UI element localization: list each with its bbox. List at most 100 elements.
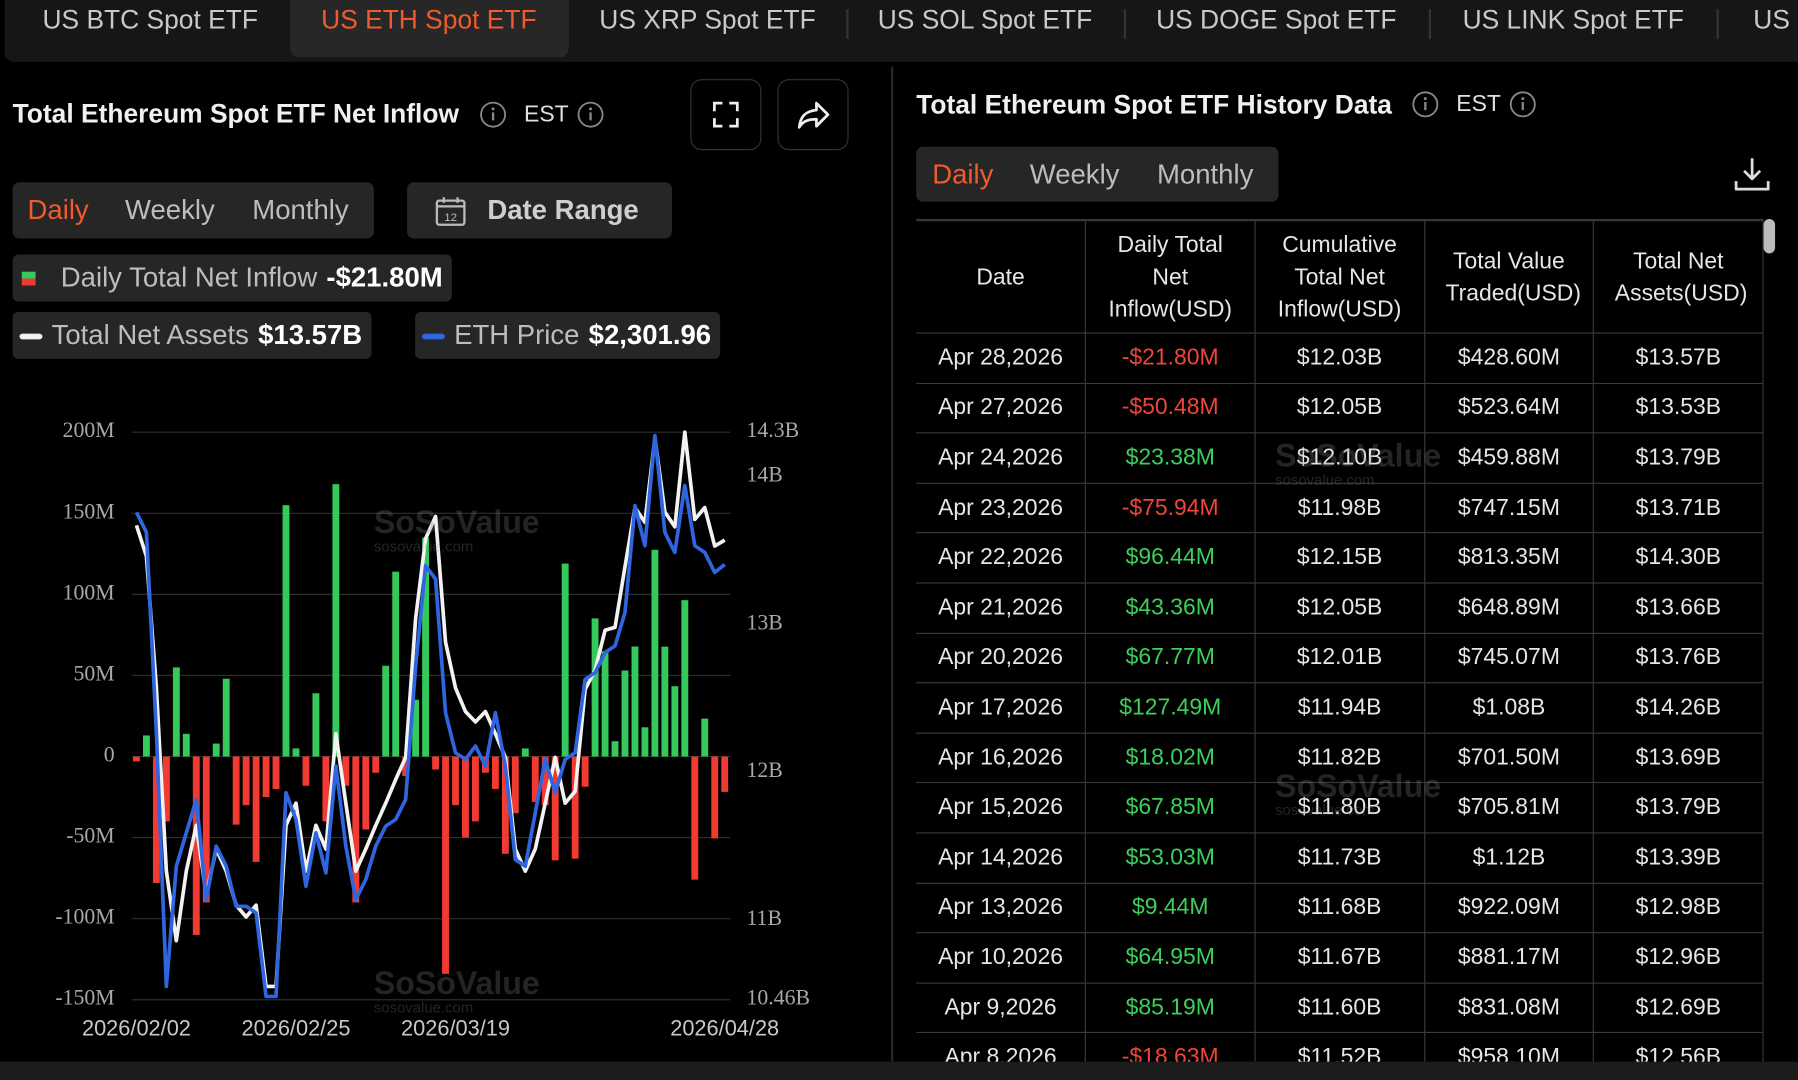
info-icon[interactable] — [577, 101, 605, 129]
table-cell: $13.53B — [1593, 382, 1764, 434]
watermark: SoSoValue sosovalue.com — [373, 504, 540, 555]
period-option[interactable]: Monthly — [1157, 159, 1254, 191]
bar — [362, 756, 370, 830]
bar — [631, 646, 639, 757]
period-option[interactable]: Monthly — [252, 194, 349, 226]
bar — [701, 718, 709, 757]
bar — [561, 563, 569, 757]
legend-marker — [21, 271, 36, 285]
tab[interactable]: US LINK Spot ETF — [1462, 4, 1684, 35]
y-tick-label: 0 — [104, 743, 115, 767]
info-icon[interactable] — [479, 101, 507, 129]
table-cell: Apr 23,2026 — [916, 482, 1087, 534]
table-cell: Apr 14,2026 — [916, 832, 1087, 884]
legend-marker — [19, 333, 43, 339]
tab[interactable]: US SOL Spot ETF — [877, 4, 1093, 35]
table-cell: $14.30B — [1593, 532, 1764, 584]
bar — [242, 756, 250, 806]
table-cell: Apr 27,2026 — [916, 382, 1087, 434]
bar — [442, 756, 449, 974]
summary-pill: ETH Price $2,301.96 — [415, 311, 721, 359]
table-cell: $922.09M — [1423, 882, 1595, 934]
date-range-label: Date Range — [487, 194, 639, 226]
tab-separator — [1123, 9, 1127, 39]
share-button[interactable] — [777, 79, 849, 151]
bar — [462, 756, 469, 838]
panel-title: Total Ethereum Spot ETF Net Inflow — [12, 98, 460, 129]
download-icon[interactable] — [1731, 154, 1772, 195]
table-cell: $12.03B — [1254, 332, 1425, 384]
watermark-name: SoSoValue — [373, 504, 540, 541]
table-row: Apr 9,2026 $85.19M $11.60B $831.08M $12.69B — [916, 982, 1764, 1034]
table-cell: $958.10M — [1423, 1032, 1595, 1063]
table-cell: $11.52B — [1254, 1032, 1425, 1063]
tab[interactable]: US DOGE Spot ETF — [1156, 4, 1397, 35]
scrollbar-thumb[interactable] — [1763, 218, 1776, 254]
table-cell: $13.79B — [1593, 782, 1764, 834]
column-header: Daily Total Net Inflow(USD) — [1084, 220, 1256, 334]
table-cell: $11.82B — [1254, 732, 1425, 784]
bar — [651, 549, 659, 757]
tab[interactable]: US XRP Spot ETF — [599, 4, 816, 35]
bar — [282, 505, 290, 757]
y-tick-label: -50M — [66, 824, 114, 848]
table-cell: $881.17M — [1423, 932, 1595, 984]
table-cell: $13.71B — [1593, 482, 1764, 534]
fullscreen-button[interactable] — [690, 79, 762, 151]
table-cell: $705.81M — [1423, 782, 1595, 834]
bar — [571, 756, 579, 859]
table-header-row: Date Daily Total Net Inflow(USD) Cumulativ… — [916, 220, 1764, 334]
table-row: Apr 14,2026 $53.03M $11.73B $1.12B $13.39B — [916, 832, 1764, 884]
column-header: Date — [916, 220, 1087, 334]
bar — [601, 651, 609, 757]
table-cell: $428.60M — [1423, 332, 1595, 384]
svg-text:12: 12 — [444, 212, 457, 224]
tab[interactable]: US ETH Spot ETF — [321, 4, 537, 35]
bar — [531, 756, 539, 802]
table-cell: $13.79B — [1593, 432, 1764, 484]
tab[interactable]: US — [1753, 4, 1790, 35]
line — [134, 433, 726, 999]
period-option[interactable]: Daily — [932, 159, 994, 191]
table-row: Apr 21,2026 $43.36M $12.05B $648.89M $13.66B — [916, 582, 1764, 634]
tab-separator — [1716, 9, 1719, 39]
summary-value: -$21.80M — [326, 261, 443, 293]
bar — [452, 756, 459, 806]
bar — [372, 756, 380, 773]
y-tick-label: 150M — [63, 499, 115, 523]
info-icon[interactable] — [1509, 91, 1537, 119]
bar — [332, 484, 340, 757]
legend-label: Daily Total Net Inflow — [60, 261, 318, 293]
legend-marker — [421, 333, 445, 339]
table-row: Apr 27,2026 -$50.48M $12.05B $523.64M $13.53… — [916, 382, 1764, 434]
info-icon[interactable] — [1412, 91, 1440, 119]
date-range-button[interactable]: 12 Date Range — [407, 182, 672, 239]
table-cell: Apr 16,2026 — [916, 732, 1087, 784]
table-cell: $67.85M — [1084, 782, 1256, 834]
period-option[interactable]: Weekly — [124, 194, 215, 226]
table-cell: Apr 24,2026 — [916, 432, 1087, 484]
bar — [322, 756, 330, 822]
bar — [591, 618, 599, 757]
bar — [133, 756, 140, 762]
table-row: Apr 20,2026 $67.77M $12.01B $745.07M $13.76B — [916, 632, 1764, 684]
x-tick-label: 2026/03/19 — [401, 1015, 510, 1040]
bar — [412, 699, 420, 757]
tab[interactable]: US BTC Spot ETF — [42, 4, 258, 35]
table-cell: Apr 28,2026 — [916, 332, 1087, 384]
bar — [661, 646, 669, 757]
table-cell: $14.26B — [1593, 682, 1764, 734]
timezone: EST — [524, 102, 569, 128]
table-row: Apr 23,2026 -$75.94M $11.98B $747.15M $13.71… — [916, 482, 1764, 534]
table-cell: $96.44M — [1084, 532, 1256, 584]
table-cell: Apr 21,2026 — [916, 582, 1087, 634]
x-tick-label: 2026/02/02 — [82, 1015, 191, 1040]
table-cell: $813.35M — [1423, 532, 1595, 584]
table-cell: Apr 15,2026 — [916, 782, 1087, 834]
y-tick-label: -150M — [55, 986, 114, 1010]
period-option[interactable]: Weekly — [1029, 159, 1120, 191]
table-row: Apr 22,2026 $96.44M $12.15B $813.35M $14.30B — [916, 532, 1764, 584]
period-option[interactable]: Daily — [27, 194, 89, 226]
history-table: Date Daily Total Net Inflow(USD) Cumulativ… — [916, 220, 1764, 1063]
table-cell: $12.98B — [1593, 882, 1764, 934]
